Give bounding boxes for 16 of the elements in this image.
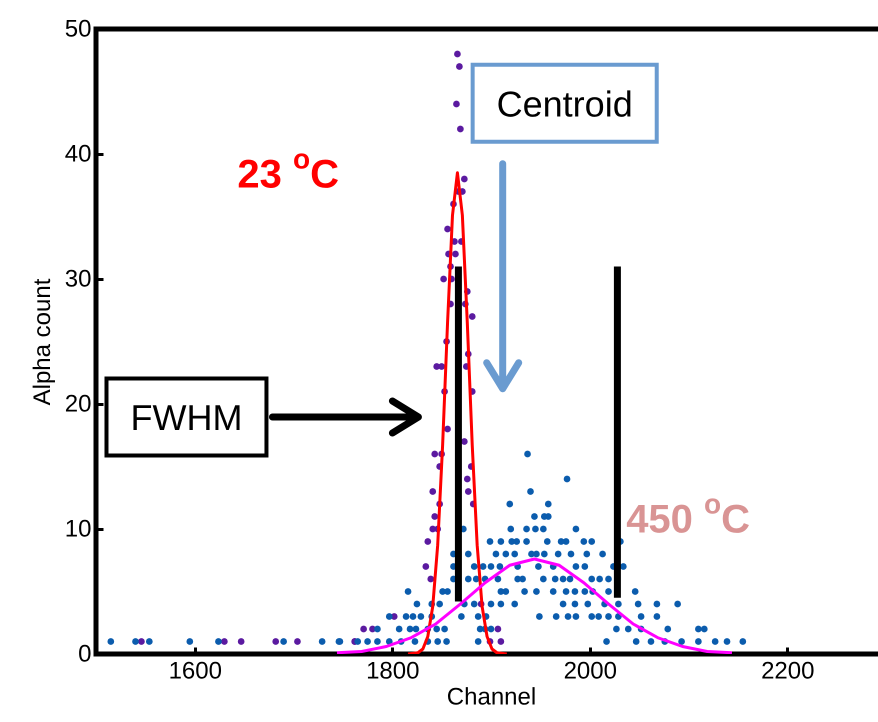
- annotation: FWHM: [130, 396, 242, 438]
- y-tick-label: 10: [64, 516, 92, 542]
- y-tick-label: 0: [78, 640, 92, 668]
- annotation: 450 $^{o}$C: [626, 488, 750, 542]
- x-tick-label: 2000: [564, 658, 617, 684]
- annotation: Centroid: [496, 82, 633, 124]
- y-axis-title: Alpha count: [28, 278, 56, 406]
- y-tick-label: 40: [64, 140, 92, 168]
- x-axis-title: Channel: [446, 684, 536, 710]
- y-tick-label: 20: [64, 390, 92, 418]
- x-tick-label: 1800: [366, 658, 420, 684]
- y-tick-label: 50: [64, 16, 92, 42]
- y-tick-label: 30: [64, 266, 92, 292]
- x-tick-label: 1600: [168, 658, 222, 684]
- x-tick-label: 2200: [761, 658, 814, 684]
- annotation: 23 $^{o}$C: [237, 144, 339, 196]
